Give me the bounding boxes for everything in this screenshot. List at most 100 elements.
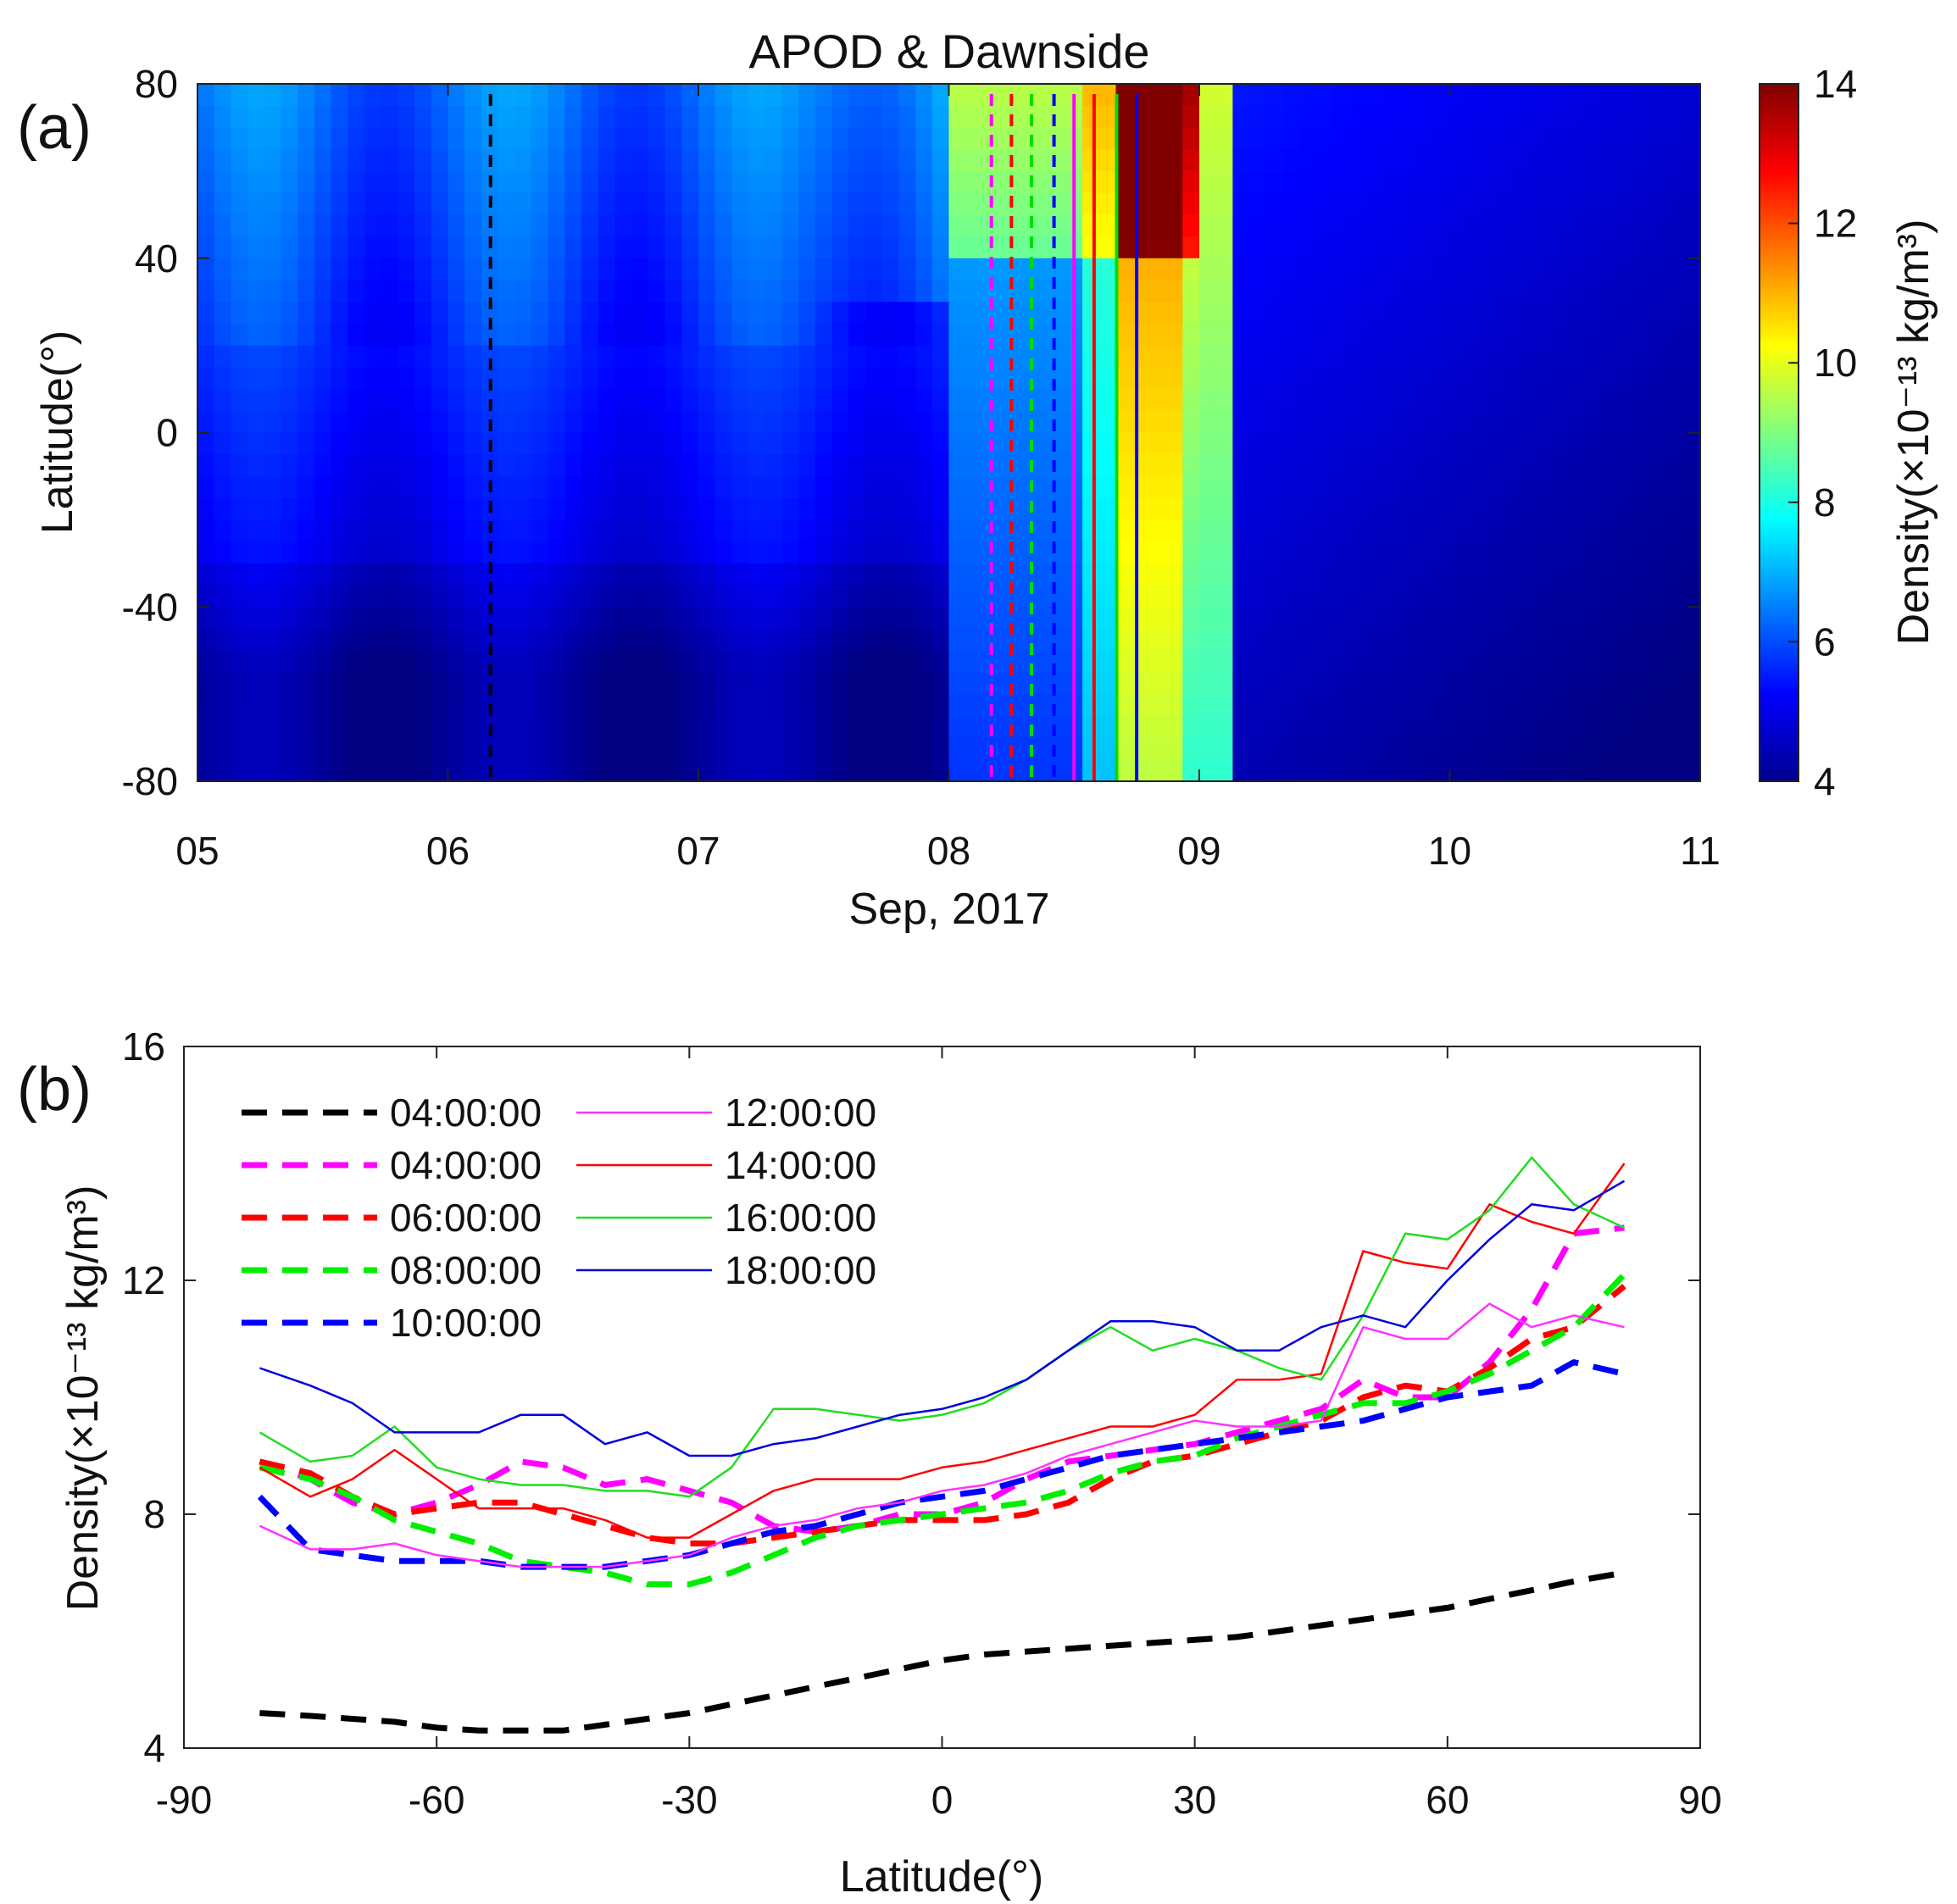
heatmap-cell <box>214 258 231 281</box>
heatmap-cell <box>614 672 632 695</box>
heatmap-cell <box>564 628 582 652</box>
heatmap-cell <box>1082 694 1100 717</box>
heatmap-cell <box>297 236 315 259</box>
heatmap-cell <box>614 367 632 390</box>
heatmap-cell <box>1432 105 1451 129</box>
heatmap-cell <box>1265 258 1284 281</box>
heatmap-cell <box>1032 345 1050 368</box>
heatmap-cell <box>1366 585 1384 608</box>
heatmap-cell <box>898 694 916 717</box>
heatmap-cell <box>464 694 482 717</box>
heatmap-cell <box>731 389 749 412</box>
heatmap-cell <box>1215 715 1233 739</box>
heatmap-cell <box>381 323 398 347</box>
heatmap-cell <box>247 432 265 455</box>
heatmap-cell <box>1115 84 1133 107</box>
heatmap-cell <box>364 694 382 717</box>
heatmap-cell <box>631 737 649 760</box>
heatmap-cell <box>498 715 515 739</box>
heatmap-cell <box>1516 628 1534 652</box>
heatmap-cell <box>865 585 883 608</box>
heatmap-cell <box>814 410 833 434</box>
heatmap-cell <box>197 672 215 695</box>
heatmap-cell <box>1165 410 1183 434</box>
heatmap-cell <box>197 519 215 542</box>
heatmap-cell <box>1165 236 1183 259</box>
heatmap-cell <box>1015 367 1033 390</box>
heatmap-cell <box>1683 367 1700 390</box>
heatmap-cell <box>1182 258 1200 281</box>
heatmap-cell <box>1499 694 1517 717</box>
heatmap-cell <box>1583 389 1601 412</box>
heatmap-cell <box>214 149 231 172</box>
heatmap-cell <box>598 694 616 717</box>
heatmap-cell <box>1199 84 1217 107</box>
heatmap-cell <box>781 236 799 259</box>
heatmap-cell <box>731 323 749 347</box>
heatmap-cell <box>548 192 565 215</box>
heatmap-cell <box>614 280 632 303</box>
heatmap-cell <box>1282 302 1300 325</box>
heatmap-cell <box>1282 607 1300 630</box>
heatmap-cell <box>314 192 332 215</box>
heatmap-cell <box>981 628 1000 652</box>
heatmap-cell <box>531 127 549 150</box>
heatmap-cell <box>1449 541 1467 564</box>
heatmap-cell <box>281 585 298 608</box>
heatmap-cell <box>1299 585 1317 608</box>
heatmap-cell <box>698 367 716 390</box>
heatmap-cell <box>1599 302 1618 325</box>
heatmap-cell <box>664 454 682 477</box>
heatmap-cell <box>1215 519 1233 542</box>
heatmap-cell <box>197 715 215 739</box>
heatmap-cell <box>881 737 899 760</box>
heatmap-cell <box>764 410 783 434</box>
heatmap-cell <box>481 367 499 390</box>
heatmap-cell <box>1199 170 1217 194</box>
heatmap-cell <box>448 302 465 325</box>
heatmap-cell <box>214 192 231 215</box>
heatmap-cell <box>481 258 499 281</box>
heatmap-cell <box>698 694 716 717</box>
heatmap-cell <box>548 410 565 434</box>
heatmap-cell <box>1165 475 1183 499</box>
heatmap-cell <box>347 280 365 303</box>
heatmap-cell <box>748 454 766 477</box>
heatmap-cell <box>1516 345 1534 368</box>
heatmap-cell <box>381 367 398 390</box>
heatmap-cell <box>1015 694 1033 717</box>
heatmap-cell <box>998 650 1016 674</box>
heatmap-cell <box>1366 475 1384 499</box>
heatmap-cell <box>748 105 766 129</box>
heatmap-cell <box>331 694 348 717</box>
heatmap-cell <box>1115 650 1133 674</box>
heatmap-cell <box>581 345 599 368</box>
heatmap-cell <box>614 258 632 281</box>
heatmap-cell <box>498 192 515 215</box>
heatmap-cell <box>1399 302 1417 325</box>
heatmap-cell <box>247 541 265 564</box>
heatmap-cell <box>848 607 866 630</box>
heatmap-cell <box>1082 302 1100 325</box>
heatmap-cell <box>1382 585 1400 608</box>
heatmap-cell <box>347 585 365 608</box>
heatmap-cell <box>948 475 966 499</box>
heatmap-cell <box>1265 628 1284 652</box>
heatmap-cell <box>564 410 582 434</box>
heatmap-cell <box>498 454 515 477</box>
heatmap-cell <box>764 192 783 215</box>
heatmap-cell <box>714 715 732 739</box>
heatmap-cell <box>698 236 716 259</box>
heatmap-cell <box>347 236 365 259</box>
heatmap-cell <box>1282 541 1300 564</box>
heatmap-cell <box>681 410 699 434</box>
heatmap-cell <box>1432 454 1451 477</box>
heatmap-cell <box>514 541 532 564</box>
heatmap-cell <box>1599 628 1618 652</box>
heatmap-cell <box>865 410 883 434</box>
series-line <box>259 1224 1625 1535</box>
heatmap-cell <box>1432 345 1451 368</box>
heatmap-cell <box>197 607 215 630</box>
heatmap-cell <box>915 367 933 390</box>
heatmap-cell <box>731 410 749 434</box>
